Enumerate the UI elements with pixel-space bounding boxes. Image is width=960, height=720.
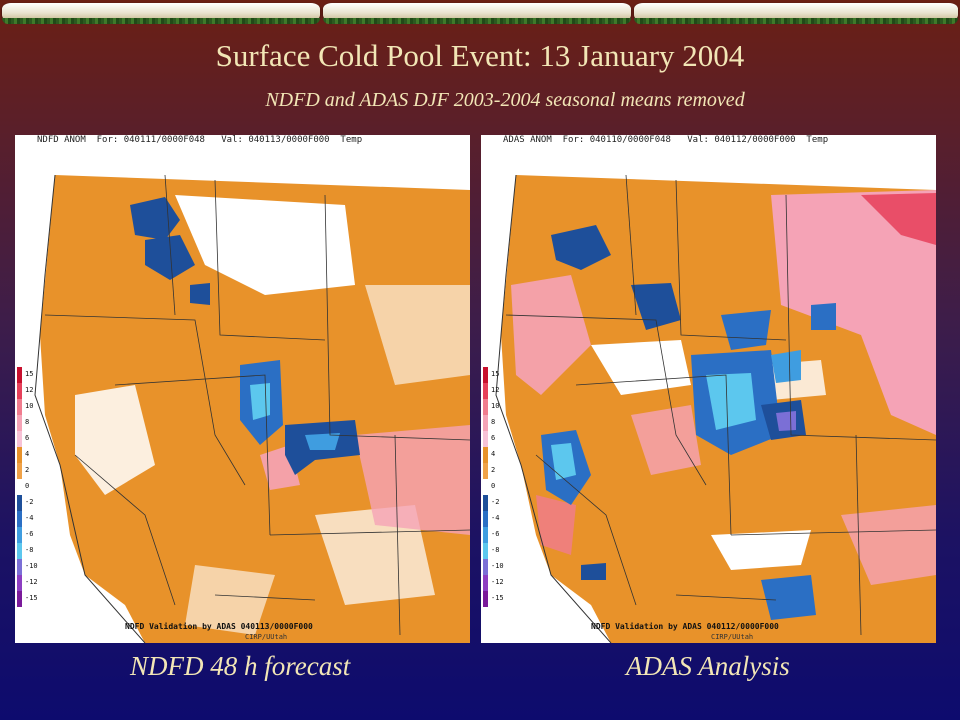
legend-tick: 4 xyxy=(491,450,496,458)
legend-tick: 8 xyxy=(491,418,496,426)
color-legend: 15 12 10 8 6 4 2 0 -2 -4 -6 -8 -10 -12 -… xyxy=(17,367,39,607)
legend-tick: -8 xyxy=(25,546,34,554)
legend-tick: -8 xyxy=(491,546,500,554)
legend-tick: 4 xyxy=(25,450,30,458)
slide-title: Surface Cold Pool Event: 13 January 2004 xyxy=(215,38,745,73)
adas-caption: ADAS Analysis xyxy=(626,651,790,681)
legend-tick: -15 xyxy=(491,594,504,602)
legend-colorbar xyxy=(17,367,22,607)
legend-tick: 2 xyxy=(491,466,496,474)
legend-tick: 12 xyxy=(25,386,34,394)
panel-credit: CIRP/UUtah xyxy=(245,633,288,641)
legend-tick: -2 xyxy=(25,498,34,506)
decorative-top-border xyxy=(0,0,960,26)
border-segment xyxy=(2,3,320,24)
legend-tick: 6 xyxy=(491,434,496,442)
legend-tick: -12 xyxy=(491,578,504,586)
legend-tick: 15 xyxy=(491,370,500,378)
legend-tick: -15 xyxy=(25,594,38,602)
color-legend: 15 12 10 8 6 4 2 0 -2 -4 -6 -8 -10 -12 -… xyxy=(483,367,505,607)
panel-footer: NDFD Validation by ADAS 040113/0000F000 xyxy=(125,622,313,631)
legend-tick: -10 xyxy=(491,562,504,570)
legend-tick: 12 xyxy=(491,386,500,394)
legend-tick: -2 xyxy=(491,498,500,506)
ndfd-anomaly-map xyxy=(15,135,470,643)
legend-tick: 2 xyxy=(25,466,30,474)
slide-subtitle: NDFD and ADAS DJF 2003-2004 seasonal mea… xyxy=(265,89,745,111)
border-segment xyxy=(323,3,631,24)
legend-tick: -10 xyxy=(25,562,38,570)
legend-tick: 10 xyxy=(25,402,34,410)
adas-anomaly-map xyxy=(481,135,936,643)
border-segment xyxy=(634,3,958,24)
panel-header: NDFD ANOM For: 040111/0000F048 Val: 0401… xyxy=(37,135,363,145)
legend-tick: -6 xyxy=(25,530,34,538)
adas-map-panel: ADAS ANOM For: 040110/0000F048 Val: 0401… xyxy=(481,135,936,643)
legend-tick: -4 xyxy=(25,514,34,522)
panel-credit: CIRP/UUtah xyxy=(711,633,754,641)
panel-header: ADAS ANOM For: 040110/0000F048 Val: 0401… xyxy=(503,135,829,145)
legend-tick: -12 xyxy=(25,578,38,586)
legend-tick: -6 xyxy=(491,530,500,538)
legend-tick: 15 xyxy=(25,370,34,378)
ndfd-map-panel: NDFD ANOM For: 040111/0000F048 Val: 0401… xyxy=(15,135,470,643)
legend-tick: 0 xyxy=(491,482,496,490)
ndfd-caption: NDFD 48 h forecast xyxy=(130,651,351,681)
legend-tick: 10 xyxy=(491,402,500,410)
panel-footer: NDFD Validation by ADAS 040112/0000F000 xyxy=(591,622,779,631)
legend-colorbar xyxy=(483,367,488,607)
legend-tick: 8 xyxy=(25,418,30,426)
legend-tick: -4 xyxy=(491,514,500,522)
legend-tick: 6 xyxy=(25,434,30,442)
legend-tick: 0 xyxy=(25,482,30,490)
